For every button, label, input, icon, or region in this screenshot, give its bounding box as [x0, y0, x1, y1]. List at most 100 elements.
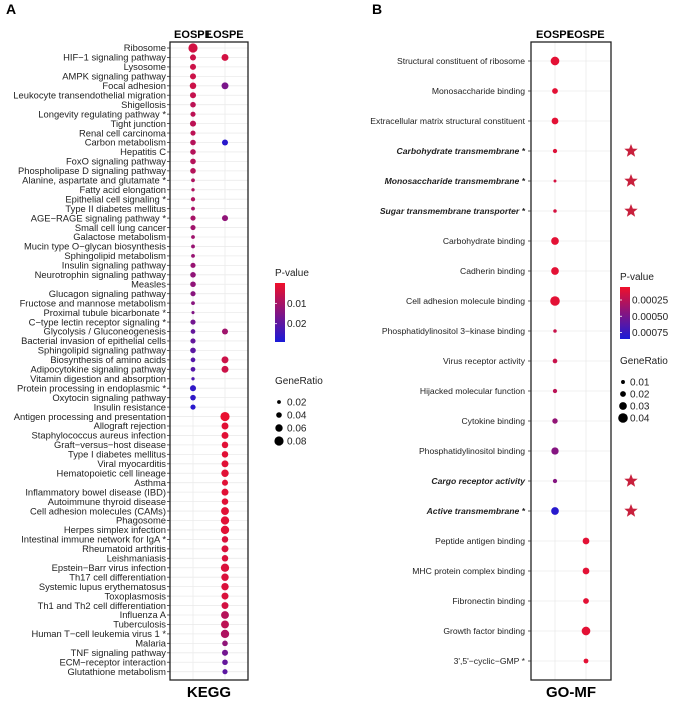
term-label: Malaria: [135, 638, 167, 649]
term-label: Cell adhesion molecule binding: [406, 296, 525, 306]
dot-lospe: [221, 215, 229, 222]
term-label: Monosaccharide binding: [432, 86, 525, 96]
term-label: Phagosome: [116, 515, 166, 526]
dot-lospe: [221, 649, 229, 656]
term-label: Phospholipase D signaling pathway: [18, 165, 166, 176]
legend-title: P-value: [620, 272, 654, 283]
color-tick-label: 0.00050: [632, 312, 669, 323]
dot-eospe: [191, 206, 195, 211]
dot-eospe: [191, 377, 195, 381]
dot-lospe: [221, 611, 229, 619]
dot-lospe: [221, 356, 229, 364]
dot-eospe: [190, 149, 196, 155]
panel-title: KEGG: [187, 684, 231, 701]
generatio-legend: GeneRatio 0.010.020.030.04: [618, 356, 668, 425]
dot-eospe: [553, 209, 557, 213]
term-label: Peptide antigen binding: [435, 536, 525, 546]
dot-lospe: [221, 365, 229, 373]
term-label: Growth factor binding: [443, 626, 525, 636]
dot-eospe: [189, 92, 197, 99]
dot-eospe: [190, 168, 196, 174]
generatio-legend: GeneRatio 0.02 0.04 0.06 0.08: [274, 376, 323, 448]
dot-lospe: [220, 411, 230, 422]
term-label: Type I diabetes mellitus: [68, 449, 166, 460]
term-label: Phosphatidylinositol 3−kinase binding: [382, 326, 525, 336]
dot-lospe: [221, 479, 229, 486]
size-key-label: 0.08: [287, 437, 307, 448]
size-key-dot: [619, 402, 627, 410]
dot-lospe: [221, 53, 229, 61]
term-label: Systemic lupus erythematosus: [39, 581, 166, 592]
dot-lospe: [221, 545, 229, 553]
term-label: Alanine, aspartate and glutamate *: [22, 175, 166, 186]
term-label: Glutathione metabolism: [68, 666, 167, 677]
star-icon: [624, 204, 638, 217]
term-label: Intestinal immune network for IgA *: [21, 534, 166, 545]
term-label: Herpes simplex infection: [64, 524, 166, 535]
pvalue-legend: P-value 0.01 0.02: [275, 268, 309, 342]
term-label: AMPK signaling pathway: [62, 71, 166, 82]
dot-eospe: [190, 329, 196, 334]
legend-title: GeneRatio: [620, 356, 668, 367]
dot-lospe: [221, 451, 229, 458]
term-label: Type II diabetes mellitus: [65, 203, 166, 214]
dot-lospe: [221, 620, 229, 629]
dot-eospe: [551, 447, 559, 455]
dot-eospe: [190, 111, 196, 117]
dot-eospe: [550, 296, 560, 306]
term-label: Renal cell carcinoma: [79, 127, 167, 138]
size-key-label: 0.03: [630, 402, 650, 413]
term-label: Oxytocin signaling pathway: [52, 392, 166, 403]
dot-lospe: [221, 488, 229, 496]
dot-eospe: [190, 366, 196, 372]
term-label: Hijacked molecular function: [420, 386, 525, 396]
dot-lospe: [581, 626, 591, 636]
term-label: Glycolysis / Gluconeogenesis: [44, 326, 167, 337]
dot-eospe: [190, 319, 196, 325]
term-label: Rheumatoid arthritis: [82, 543, 166, 554]
size-key-label: 0.04: [630, 414, 650, 425]
dot-eospe: [191, 311, 195, 315]
term-label: Toxoplasmosis: [105, 590, 167, 601]
size-key-label: 0.06: [287, 424, 307, 435]
dot-eospe: [190, 130, 196, 136]
term-label: Autoimmune thyroid disease: [48, 496, 166, 507]
size-key-label: 0.04: [287, 411, 307, 422]
dot-eospe: [190, 101, 196, 108]
dot-lospe: [222, 669, 228, 675]
dot-lospe: [582, 537, 590, 545]
dot-eospe: [191, 301, 195, 306]
dot-eospe: [191, 188, 195, 192]
size-key-dot: [274, 436, 284, 446]
dot-eospe: [189, 63, 197, 70]
dot-eospe: [190, 139, 196, 146]
dot-eospe: [552, 88, 558, 94]
dot-eospe: [190, 262, 196, 268]
dot-eospe: [189, 120, 197, 127]
dot-eospe: [191, 244, 195, 249]
dot-eospe: [552, 418, 558, 424]
term-label: Lysosome: [124, 61, 166, 72]
dot-lospe: [221, 441, 229, 449]
term-label: Protein processing in endoplasmic *: [17, 382, 166, 393]
dot-eospe: [190, 291, 196, 297]
dot-lospe: [220, 525, 230, 535]
dot-lospe: [220, 516, 230, 525]
dot-lospe: [221, 498, 229, 505]
dot-eospe: [191, 178, 195, 183]
color-bar: [275, 283, 285, 342]
term-label: Carbohydrate binding: [443, 236, 525, 246]
size-key-label: 0.02: [287, 398, 307, 409]
term-label: Galactose metabolism: [73, 231, 166, 242]
term-label: Small cell lung cancer: [75, 222, 166, 233]
term-label: Adipocytokine signaling pathway: [30, 364, 166, 375]
term-label: ECM−receptor interaction: [59, 656, 166, 667]
dot-eospe: [190, 357, 196, 363]
dot-eospe: [190, 404, 196, 410]
dot-lospe: [221, 431, 229, 439]
dot-eospe: [189, 54, 197, 61]
term-label: Carbohydrate transmembrane *: [397, 146, 526, 156]
term-label: Antigen processing and presentation: [14, 411, 166, 422]
dot-eospe: [190, 197, 196, 202]
term-label: Sphingolipid signaling pathway: [38, 345, 167, 356]
